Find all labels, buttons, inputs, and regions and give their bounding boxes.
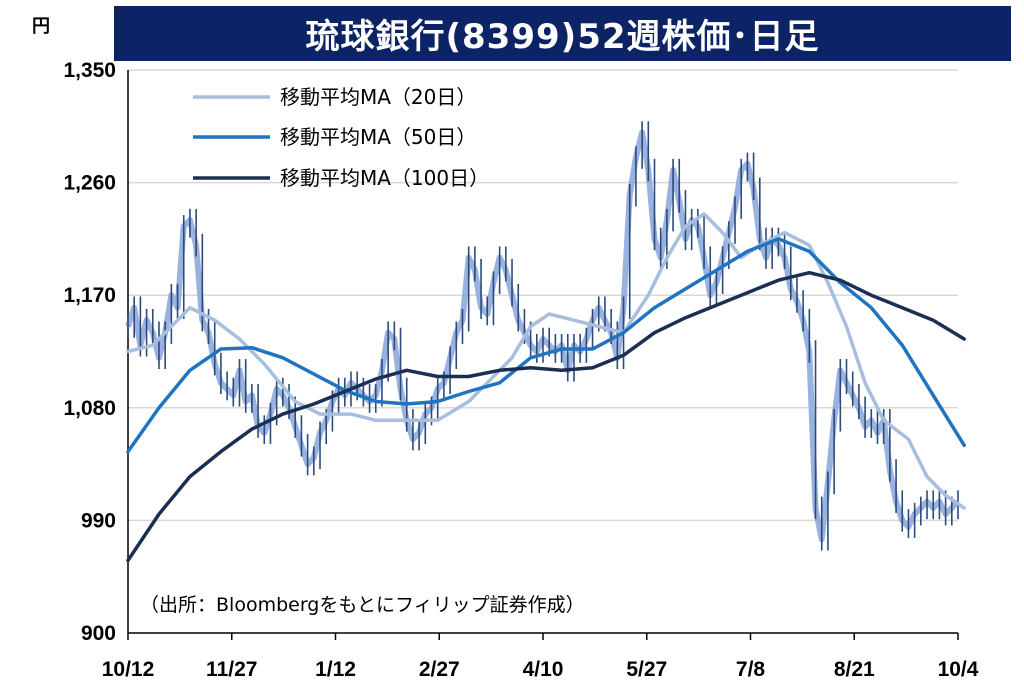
y-axis: 900 990 1,080 1,170 1,260 1,350: [63, 59, 129, 645]
y-tick-label: 990: [81, 509, 116, 532]
y-tick-label: 1,260: [63, 172, 116, 195]
x-tick-label: 10/4: [938, 658, 979, 681]
price-bars: [125, 121, 961, 551]
moving-average-lines: [126, 212, 966, 563]
legend: 移動平均MA（20日） 移動平均MA（50日） 移動平均MA（100日）: [193, 85, 489, 190]
x-tick-label: 5/27: [626, 658, 667, 681]
x-axis: 10/12 11/27 1/12 2/27 4/10 5/27 7/8 8/21 10/4: [102, 632, 979, 681]
x-tick-label: 8/21: [834, 658, 875, 681]
source-note: （出所：Bloombergをもとにフィリップ証券作成）: [140, 594, 585, 616]
x-tick-label: 2/27: [419, 658, 460, 681]
y-tick-label: 1,170: [63, 284, 116, 307]
x-tick-label: 11/27: [206, 658, 257, 681]
ma-line-100: [126, 270, 966, 563]
x-tick-label: 10/12: [102, 658, 155, 681]
x-tick-label: 7/8: [736, 658, 766, 681]
ma-line-20: [126, 212, 966, 510]
x-tick-label: 4/10: [523, 658, 564, 681]
ma-line-50: [126, 237, 966, 454]
y-tick-label: 1,080: [63, 397, 116, 420]
y-tick-label: 1,350: [63, 59, 116, 82]
y-tick-label: 900: [81, 622, 116, 645]
legend-label: 移動平均MA（100日）: [280, 166, 489, 190]
legend-label: 移動平均MA（50日）: [280, 125, 476, 149]
chart-title: 琉球銀行(8399)52週株価･日足: [114, 6, 1011, 61]
y-axis-unit: 円: [32, 16, 50, 37]
x-tick-label: 1/12: [315, 658, 356, 681]
legend-label: 移動平均MA（20日）: [280, 85, 476, 109]
